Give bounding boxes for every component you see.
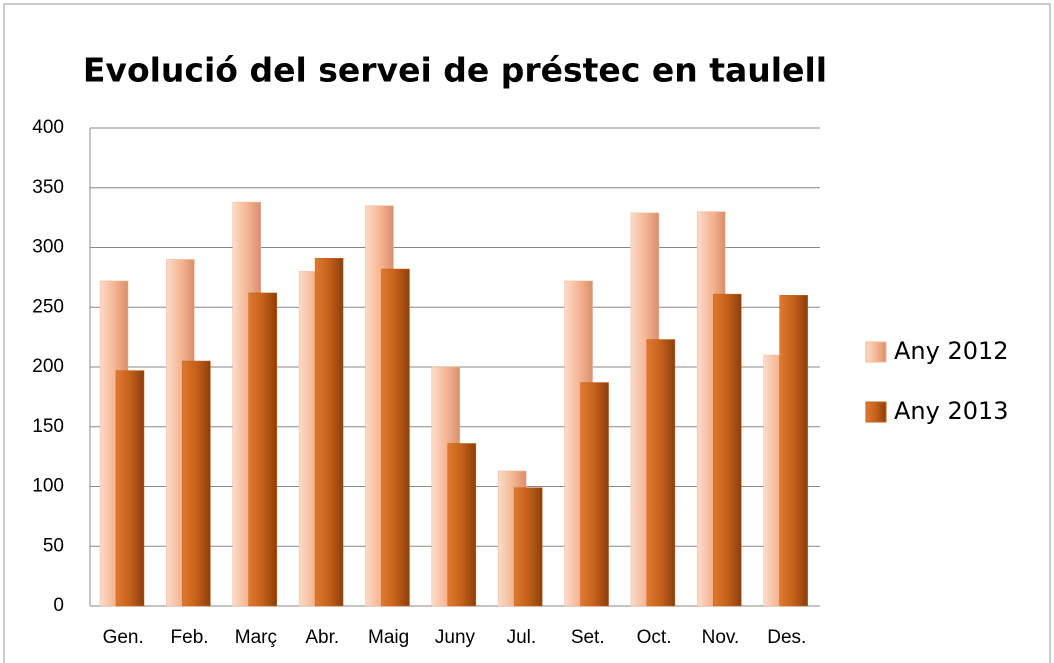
- bar: [381, 268, 410, 607]
- y-tick-label: 400: [32, 117, 64, 138]
- bar: [580, 382, 609, 607]
- y-tick-label: 50: [43, 535, 64, 556]
- bar: [713, 293, 742, 607]
- x-tick-label: Oct.: [637, 627, 672, 648]
- y-tick-label: 150: [32, 416, 64, 437]
- x-tick-label: Juny: [435, 627, 476, 648]
- legend-label: Any 2012: [894, 337, 1009, 365]
- y-tick-label: 250: [32, 296, 64, 317]
- x-tick-label: Jul.: [507, 627, 537, 648]
- bar: [513, 487, 543, 607]
- legend-swatch: [865, 341, 887, 363]
- x-tick-label: Feb.: [171, 627, 209, 648]
- bar: [779, 295, 808, 607]
- x-tick-label: Març: [235, 627, 277, 648]
- x-tick-label: Gen.: [103, 627, 144, 648]
- bar: [115, 370, 145, 607]
- x-tick-label: Abr.: [305, 627, 339, 648]
- y-tick-label: 200: [32, 356, 64, 377]
- x-tick-label: Nov.: [702, 627, 740, 648]
- y-tick-label: 100: [32, 476, 64, 497]
- bar: [646, 339, 676, 607]
- x-tick-label: Maig: [368, 627, 409, 648]
- legend-label: Any 2013: [894, 397, 1009, 425]
- bar: [248, 292, 277, 607]
- bar: [447, 443, 477, 607]
- y-tick-label: 0: [53, 595, 64, 616]
- y-tick-label: 350: [32, 177, 64, 198]
- chart-title: Evolució del servei de préstec en taulel…: [83, 51, 827, 90]
- y-tick-label: 300: [32, 237, 64, 258]
- bar: [182, 360, 211, 607]
- x-tick-label: Des.: [767, 627, 806, 648]
- legend-swatch: [865, 401, 887, 423]
- x-tick-label: Set.: [571, 627, 605, 648]
- bar: [314, 258, 344, 607]
